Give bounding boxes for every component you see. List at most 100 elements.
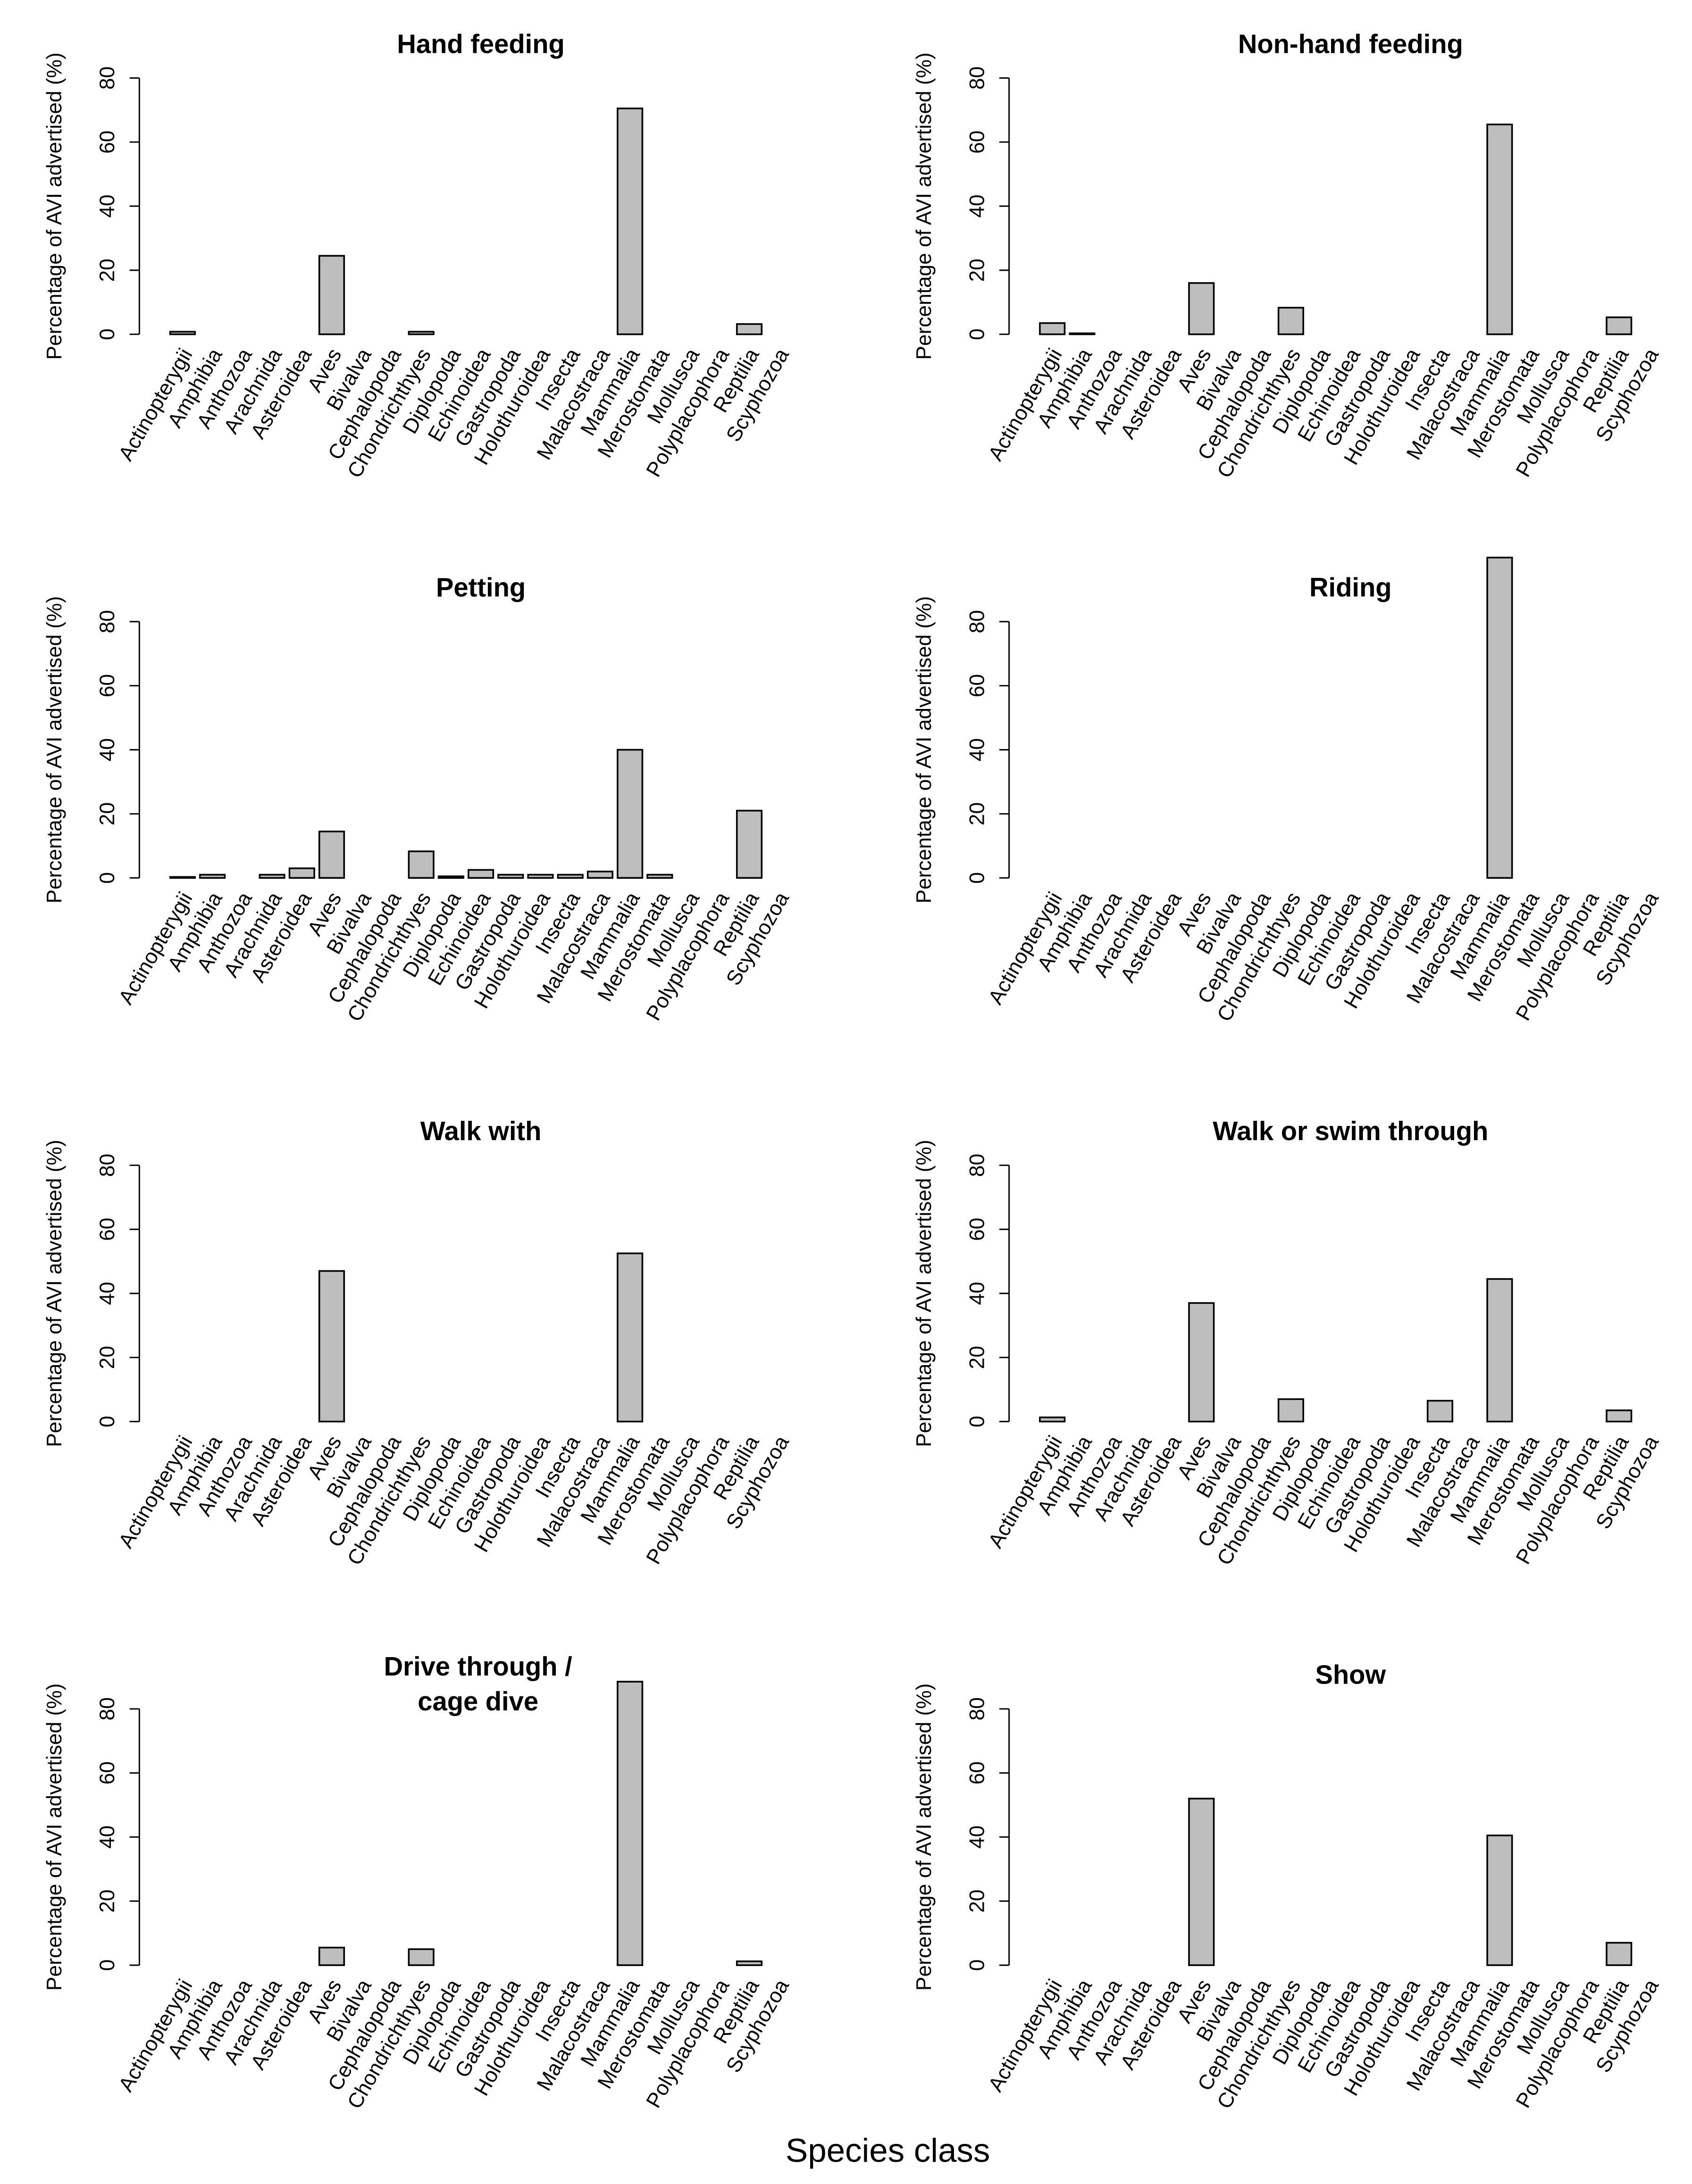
x-axis-label: Species class (786, 2132, 990, 2169)
bar (586, 870, 613, 879)
y-tick-label: 20 (96, 1346, 119, 1369)
bar (169, 876, 196, 879)
bar (259, 874, 285, 879)
y-tick-label: 0 (965, 1416, 988, 1427)
bar (617, 749, 644, 879)
panel: Walk with Percentage of AVI advertised (%… (43, 1116, 794, 1569)
bar (468, 869, 494, 879)
y-tick-label: 80 (965, 610, 988, 633)
panel: Walk or swim through Percentage of AVI ad… (913, 1116, 1663, 1569)
bar (617, 1252, 644, 1423)
y-axis-label: Percentage of AVI advertised (%) (43, 1140, 66, 1447)
y-tick-label: 0 (96, 872, 119, 884)
bar (1486, 124, 1513, 335)
chart-title: Show (1315, 1660, 1386, 1690)
y-tick-label: 60 (965, 674, 988, 697)
y-axis-label: Percentage of AVI advertised (%) (43, 52, 66, 360)
bar (1188, 1798, 1215, 1966)
bar (1606, 1942, 1633, 1966)
panel: Drive through / cage dive Percentage of AV… (43, 1651, 794, 2113)
y-tick-label: 80 (96, 1154, 119, 1177)
y-tick-label: 60 (965, 1761, 988, 1784)
y-tick-label: 60 (965, 1218, 988, 1241)
bar (318, 255, 345, 335)
bar (1277, 307, 1304, 335)
bar (318, 830, 345, 879)
bar (408, 331, 435, 335)
y-tick-label: 20 (96, 1890, 119, 1913)
bar (318, 1270, 345, 1423)
bar (1277, 1398, 1304, 1423)
y-tick-label: 80 (965, 67, 988, 90)
y-tick-label: 20 (965, 1346, 988, 1369)
bar (318, 1946, 345, 1966)
bar (497, 874, 524, 879)
bar (1069, 332, 1096, 335)
y-tick-label: 80 (96, 67, 119, 90)
y-tick-label: 20 (965, 802, 988, 825)
bar (1188, 1302, 1215, 1423)
y-tick-label: 60 (96, 131, 119, 154)
y-axis-label: Percentage of AVI advertised (%) (913, 596, 936, 904)
bar (646, 874, 673, 879)
y-tick-label: 40 (965, 1282, 988, 1305)
panel: Riding Percentage of AVI advertised (%) 0 2… (913, 557, 1663, 1025)
y-tick-label: 60 (96, 1761, 119, 1784)
y-tick-label: 60 (96, 1218, 119, 1241)
y-tick-label: 40 (96, 1826, 119, 1849)
bar (1486, 1834, 1513, 1966)
bar (736, 1960, 763, 1966)
y-tick-label: 0 (96, 1416, 119, 1427)
bar (736, 809, 763, 879)
panel: Hand feeding Percentage of AVI advertised… (43, 29, 794, 482)
bar (527, 874, 554, 879)
y-tick-label: 40 (96, 738, 119, 761)
y-tick-label: 40 (965, 738, 988, 761)
y-tick-label: 0 (965, 328, 988, 340)
y-axis-label: Percentage of AVI advertised (%) (43, 596, 66, 904)
chart-title: cage dive (418, 1686, 538, 1716)
y-tick-label: 20 (965, 258, 988, 282)
bar (1606, 1409, 1633, 1423)
panel: Petting Percentage of AVI advertised (%) 0… (43, 573, 794, 1025)
y-tick-label: 60 (965, 131, 988, 154)
bar (1039, 1417, 1066, 1423)
bar (437, 875, 464, 879)
bar (1606, 316, 1633, 335)
bar (736, 323, 763, 335)
chart-title: Walk or swim through (1213, 1116, 1488, 1146)
y-axis-label: Percentage of AVI advertised (%) (913, 1684, 936, 1991)
chart-title: Hand feeding (397, 29, 564, 58)
chart-title: Drive through / (384, 1651, 572, 1681)
y-tick-label: 40 (965, 1826, 988, 1849)
bar (408, 1948, 435, 1966)
y-tick-label: 0 (965, 872, 988, 884)
bar (169, 331, 196, 335)
y-tick-label: 20 (96, 802, 119, 825)
bar (288, 867, 315, 879)
y-tick-label: 40 (965, 194, 988, 217)
chart-title: Non-hand feeding (1238, 29, 1463, 58)
y-tick-label: 80 (96, 610, 119, 633)
y-tick-label: 20 (965, 1890, 988, 1913)
bar (199, 874, 226, 879)
chart-title: Riding (1309, 573, 1392, 602)
y-tick-label: 0 (96, 1959, 119, 1971)
panel: Show Percentage of AVI advertised (%) 0 20 4… (913, 1660, 1663, 2113)
y-tick-label: 80 (965, 1154, 988, 1177)
chart-title: Walk with (420, 1116, 542, 1146)
bar (1486, 557, 1513, 879)
y-tick-label: 60 (96, 674, 119, 697)
y-axis-label: Percentage of AVI advertised (%) (43, 1684, 66, 1991)
bar (1486, 1278, 1513, 1423)
panel: Non-hand feeding Percentage of AVI advert… (913, 29, 1663, 482)
bar (408, 850, 435, 879)
y-tick-label: 40 (96, 1282, 119, 1305)
bar (557, 874, 584, 879)
bar (1188, 282, 1215, 335)
chart-title: Petting (436, 573, 526, 602)
y-tick-label: 80 (965, 1697, 988, 1720)
y-tick-label: 20 (96, 258, 119, 282)
